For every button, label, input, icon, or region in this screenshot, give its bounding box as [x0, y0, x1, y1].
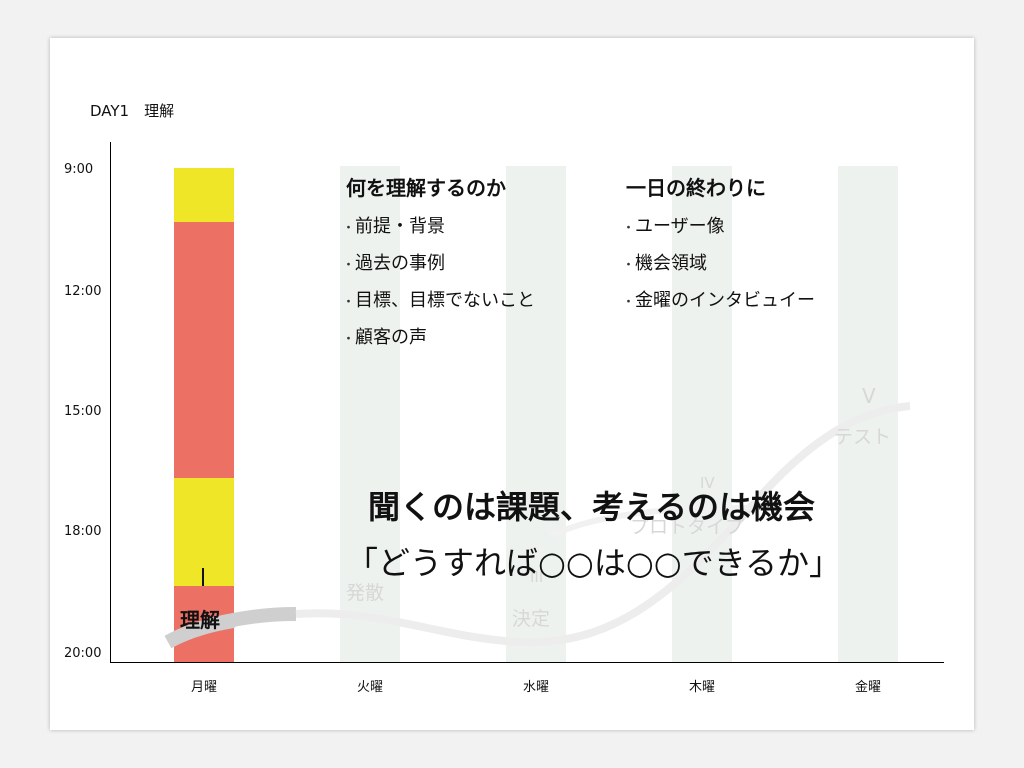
left-list-heading: 何を理解するのか [346, 176, 506, 200]
stage-decide: 決定 [512, 608, 551, 630]
stage-test-number: V [862, 384, 876, 408]
monday-block-understand-am [174, 222, 234, 478]
time-label-1500: 15:00 [64, 404, 102, 419]
right-list-heading: 一日の終わりに [626, 176, 766, 200]
stage-prototype: プロトタイプ [630, 516, 745, 538]
right-list-item: ユーザー像 [622, 212, 815, 249]
day-label-thu: 木曜 [688, 680, 715, 695]
monday-marker-tick [202, 568, 204, 586]
time-label-0900: 9:00 [64, 162, 94, 177]
slide-title: DAY1 理解 [90, 102, 175, 120]
monday-curve-overlay [164, 614, 236, 649]
time-label-2000: 20:00 [64, 646, 102, 661]
headline-secondary: 「どうすれば○○は○○できるか」 [346, 544, 842, 582]
stage-test: テスト [834, 426, 892, 448]
monday-block-intro [174, 168, 234, 222]
left-list-item: 過去の事例 [342, 249, 535, 286]
monday-block-break [174, 478, 234, 586]
headline-primary: 聞くのは課題、考えるのは機会 [368, 488, 816, 526]
right-list-item: 金曜のインタビュイー [622, 286, 815, 323]
day-label-fri: 金曜 [854, 680, 881, 695]
stage-diverge: 発散 [346, 582, 385, 604]
right-list: ユーザー像 機会領域 金曜のインタビュイー [622, 212, 815, 323]
time-label-1200: 12:00 [64, 284, 102, 299]
monday-bar-label: 理解 [180, 608, 220, 632]
left-list-item: 顧客の声 [342, 323, 535, 360]
x-axis [110, 662, 944, 663]
slide: DAY1 理解 発散 III 決定 IV プロトタイプ V テスト 9:00 1… [50, 38, 974, 730]
time-label-1800: 18:00 [64, 524, 102, 539]
stage-prototype-number: IV [700, 474, 715, 492]
day-label-wed: 水曜 [522, 680, 549, 695]
y-axis [110, 142, 111, 662]
left-list: 前提・背景 過去の事例 目標、目標でないこと 顧客の声 [342, 212, 535, 360]
right-list-item: 機会領域 [622, 249, 815, 286]
left-list-item: 目標、目標でないこと [342, 286, 535, 323]
stage-decide-number: III [530, 568, 544, 586]
left-list-item: 前提・背景 [342, 212, 535, 249]
day-label-tue: 火曜 [356, 680, 383, 695]
day-label-mon: 月曜 [190, 680, 217, 695]
